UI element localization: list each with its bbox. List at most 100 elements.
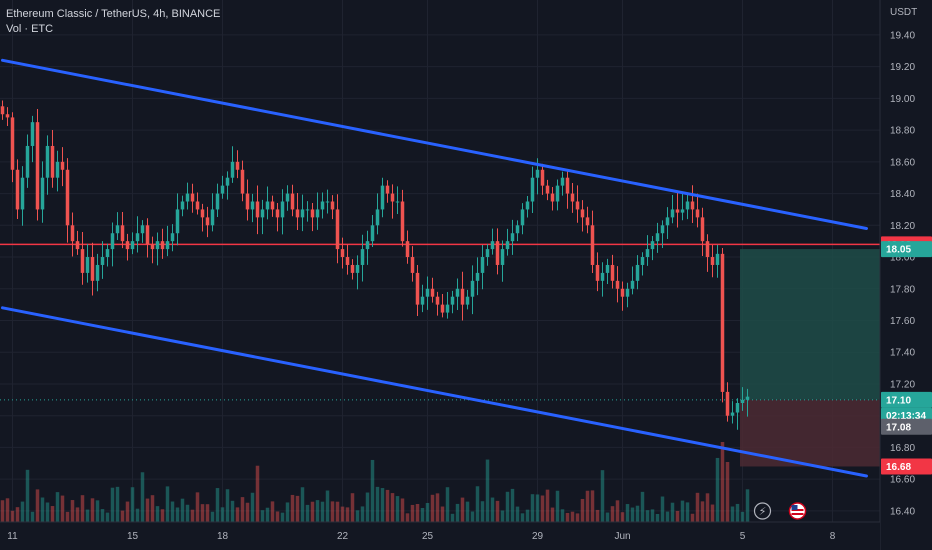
volume-bar [450, 513, 455, 522]
candle [555, 179, 560, 211]
candle-body [205, 217, 210, 226]
volume-bar [370, 459, 375, 522]
candle-body [540, 169, 545, 186]
candle-body [430, 288, 435, 297]
candle [440, 294, 445, 318]
candle-body [630, 280, 635, 289]
candle [725, 382, 730, 422]
candle-body [635, 264, 640, 281]
volume-bar [125, 501, 130, 522]
candle [215, 183, 220, 218]
volume-bar [230, 500, 235, 522]
candle-body [410, 257, 415, 273]
candle [430, 277, 435, 303]
volume-bar [55, 492, 60, 522]
candle [200, 203, 205, 232]
candle-body [245, 193, 250, 210]
candle [130, 232, 135, 255]
volume-bar [240, 497, 245, 522]
price-tick-label: 17.80 [890, 284, 915, 295]
candle-body [425, 288, 430, 297]
price-tick-label: 17.20 [890, 379, 915, 390]
candle-body [180, 201, 185, 210]
candle-body [535, 169, 540, 178]
candle [695, 193, 700, 228]
volume-bar [475, 486, 480, 522]
candle [125, 233, 130, 261]
candle [515, 220, 520, 242]
trendline [1, 306, 868, 478]
volume-bar [625, 504, 630, 522]
candle [575, 185, 580, 223]
candle [345, 244, 350, 275]
candle-body [140, 225, 145, 234]
volume-bar [565, 512, 570, 522]
volume-bar [280, 512, 285, 522]
candle [635, 255, 640, 290]
price-axis-background [880, 0, 932, 550]
candle [565, 168, 570, 209]
candle [170, 224, 175, 252]
candle-body [405, 241, 410, 258]
candle [705, 234, 710, 272]
candle-body [125, 241, 130, 250]
candle-body [165, 241, 170, 250]
price-tick-label: 19.40 [890, 30, 915, 41]
candle [60, 147, 65, 187]
candle [95, 253, 100, 292]
volume-bar [220, 507, 225, 522]
candle-body [390, 193, 395, 202]
us-flag-icon[interactable] [788, 502, 807, 520]
candle [185, 182, 190, 210]
volume-bar [480, 501, 485, 522]
candle [155, 232, 160, 266]
volume-bar [140, 472, 145, 522]
price-tick-label: 16.40 [890, 506, 915, 517]
candle-body [500, 249, 505, 265]
volume-bar [605, 512, 610, 522]
volume-bar [5, 498, 10, 522]
candle-body [235, 161, 240, 170]
volume-bar [195, 492, 200, 522]
volume-bar [505, 491, 510, 522]
volume-bar [265, 507, 270, 522]
symbol-line[interactable]: Ethereum Classic / TetherUS, 4h, BINANCE [6, 8, 221, 20]
candle-body [255, 201, 260, 218]
candle [520, 203, 525, 235]
price-tick-label: 17.40 [890, 348, 915, 359]
candle [650, 236, 655, 261]
volume-bar [30, 511, 35, 522]
lightning-icon[interactable]: ⚡ [753, 502, 772, 520]
candle-body [490, 241, 495, 250]
candle-body [200, 209, 205, 218]
candle-body [595, 264, 600, 281]
price-tick-label: 16.80 [890, 443, 915, 454]
candle [80, 231, 85, 285]
volume-bar [600, 470, 605, 522]
volume-bar [270, 501, 275, 522]
volume-bar [445, 487, 450, 522]
price-tag-label: 18.05 [886, 245, 911, 256]
volume-bar [485, 459, 490, 522]
volume-bar [530, 494, 535, 522]
volume-bar [720, 442, 725, 522]
volume-bar [725, 462, 730, 522]
candle-body [330, 201, 335, 210]
volume-bar [210, 511, 215, 522]
candle-body [470, 280, 475, 297]
volume-line[interactable]: Vol · ETC [6, 23, 54, 35]
price-tick-label: 18.60 [890, 157, 915, 168]
candle [450, 290, 455, 314]
candle [310, 203, 315, 232]
candle-body [480, 257, 485, 273]
volume-bar [455, 503, 460, 522]
candle [180, 195, 185, 217]
volume-bar [365, 492, 370, 522]
candle [710, 245, 715, 278]
candle [220, 175, 225, 199]
candle-body [465, 296, 470, 305]
time-axis-background [0, 522, 880, 550]
candle-body [680, 209, 685, 213]
